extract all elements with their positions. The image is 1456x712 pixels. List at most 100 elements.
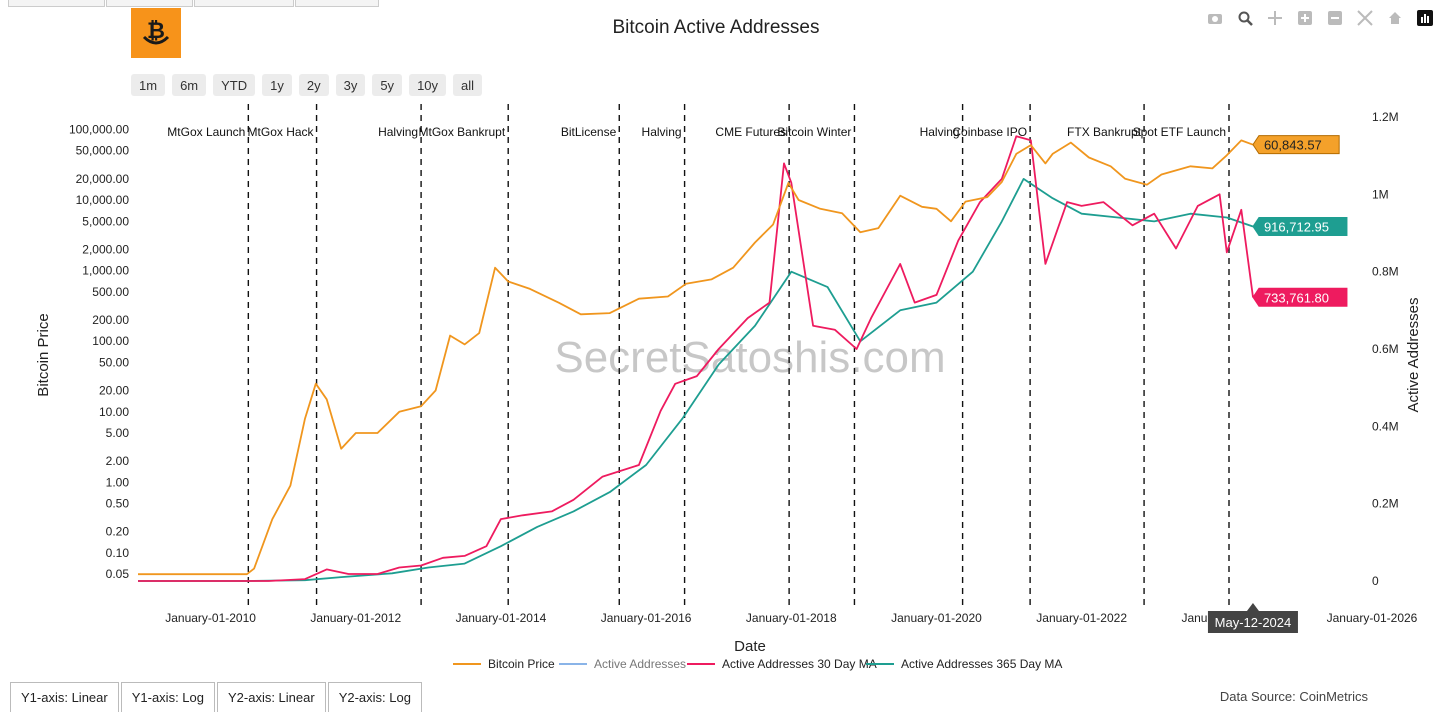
y1-tick-label: 10,000.00 [76, 193, 130, 207]
watermark: SecretSatoshis.com [554, 333, 945, 382]
x-tick-label: January-01-2020 [891, 611, 982, 625]
legend-item[interactable]: Bitcoin Price [453, 657, 555, 671]
legend-item[interactable]: Active Addresses 30 Day MA [687, 657, 877, 671]
y2-tick-label: 0.4M [1372, 419, 1399, 433]
svg-text:₿: ₿ [147, 18, 165, 43]
y1-tick-label: 200.00 [92, 313, 129, 327]
y1-tick-label: 1,000.00 [82, 264, 129, 278]
event-label: FTX Bankrupt [1067, 125, 1142, 139]
series-end-label: 733,761.80 [1252, 287, 1348, 307]
y1-tick-label: 2.00 [106, 454, 130, 468]
event-label: BitLicense [561, 125, 617, 139]
y2-tick-label: 0.6M [1372, 342, 1399, 356]
y1-tick-label: 50.00 [99, 355, 129, 369]
y2-axis-title: Active Addresses [1405, 297, 1422, 412]
svg-text:Active Addresses: Active Addresses [594, 657, 686, 671]
y1-tick-label: 0.05 [106, 567, 130, 581]
legend-item[interactable]: Active Addresses 365 Day MA [866, 657, 1062, 671]
x-tick-label: January-01-2022 [1036, 611, 1127, 625]
svg-text:May-12-2024: May-12-2024 [1215, 615, 1292, 630]
y1-tick-label: 0.10 [106, 546, 130, 560]
event-label: MtGox Hack [248, 125, 315, 139]
y1-tick-label: 10.00 [99, 405, 129, 419]
y1-axis-title: Bitcoin Price [35, 313, 52, 396]
range-6m[interactable]: 6m [172, 74, 207, 96]
x-tick-label: January-01-2010 [165, 611, 256, 625]
y1-tick-label: 5,000.00 [82, 214, 129, 228]
top-tab[interactable] [8, 0, 105, 7]
y1-tick-label: 0.50 [106, 497, 130, 511]
top-tab[interactable] [106, 0, 193, 7]
x-tick-label: January-01-2014 [456, 611, 547, 625]
camera-icon[interactable] [1204, 9, 1226, 27]
series-end-label: 60,843.57 [1252, 135, 1340, 155]
range-selector: 1m 6m YTD 1y 2y 3y 5y 10y all [131, 74, 483, 96]
y1-tick-label: 20,000.00 [76, 172, 130, 186]
axis-scale-button[interactable]: Y1-axis: Linear [10, 682, 119, 712]
range-ytd[interactable]: YTD [213, 74, 256, 96]
legend-item[interactable]: Active Addresses [559, 657, 686, 671]
y2-tick-label: 1.2M [1372, 110, 1399, 124]
axis-scale-button[interactable]: Y2-axis: Log [327, 682, 422, 712]
svg-text:60,843.57: 60,843.57 [1264, 138, 1322, 153]
svg-text:Active Addresses 365 Day MA: Active Addresses 365 Day MA [901, 657, 1062, 671]
x-tick-label: January-01-2016 [601, 611, 692, 625]
range-2y[interactable]: 2y [298, 74, 329, 96]
y1-tick-label: 1.00 [106, 475, 130, 489]
event-label: Halving [642, 125, 682, 139]
zoom-in-icon[interactable] [1294, 9, 1316, 27]
y1-tick-label: 500.00 [92, 285, 129, 299]
home-icon[interactable] [1384, 9, 1406, 27]
zoom-icon[interactable] [1234, 9, 1256, 27]
event-label: Halving [920, 125, 960, 139]
top-tab[interactable] [194, 0, 294, 7]
series-line-active-addresses-365-day-ma[interactable] [138, 178, 1254, 582]
range-5y[interactable]: 5y [372, 74, 403, 96]
range-10y[interactable]: 10y [409, 74, 447, 96]
range-1y[interactable]: 1y [262, 74, 292, 96]
y2-tick-label: 1M [1372, 187, 1389, 201]
y1-tick-label: 20.00 [99, 384, 129, 398]
event-label: Bitcoin Winter [777, 125, 851, 139]
x-tick-label: January-01-2012 [310, 611, 401, 625]
y1-tick-label: 50,000.00 [76, 144, 130, 158]
svg-text:Bitcoin Price: Bitcoin Price [488, 657, 555, 671]
x-tick-label: January-01-2026 [1327, 611, 1418, 625]
event-label: CME Futures [715, 125, 786, 139]
axis-scale-button[interactable]: Y1-axis: Log [120, 682, 215, 712]
svg-text:Active Addresses 30 Day MA: Active Addresses 30 Day MA [722, 657, 877, 671]
event-label: Halving [378, 125, 418, 139]
y1-tick-label: 100.00 [92, 334, 129, 348]
plotly-logo-icon[interactable] [1414, 9, 1436, 27]
hover-date-label: May-12-2024 [1207, 603, 1298, 633]
range-all[interactable]: all [453, 74, 483, 96]
y1-tick-label: 5.00 [106, 426, 130, 440]
event-label: MtGox Bankrupt [418, 125, 505, 139]
y1-tick-label: 100,000.00 [69, 122, 129, 136]
range-3y[interactable]: 3y [335, 74, 366, 96]
x-axis-title: Date [734, 638, 766, 655]
bitcoin-logo: ₿ [131, 8, 181, 58]
y2-tick-label: 0.8M [1372, 265, 1399, 279]
zoom-out-icon[interactable] [1324, 9, 1346, 27]
pan-icon[interactable] [1264, 9, 1286, 27]
event-label: Spot ETF Launch [1133, 125, 1226, 139]
series-line-active-addresses-30-day-ma[interactable] [138, 135, 1254, 582]
modebar [1204, 9, 1436, 27]
y1-tick-label: 2,000.00 [82, 242, 129, 256]
x-tick-label: January-01-2018 [746, 611, 837, 625]
axis-scale-buttons: Y1-axis: Linear Y1-axis: Log Y2-axis: Line… [10, 682, 422, 712]
y2-tick-label: 0.2M [1372, 497, 1399, 511]
svg-text:916,712.95: 916,712.95 [1264, 220, 1329, 235]
y1-tick-label: 0.20 [106, 525, 130, 539]
autoscale-icon[interactable] [1354, 9, 1376, 27]
event-label: Coinbase IPO [952, 125, 1027, 139]
top-tab[interactable] [295, 0, 379, 7]
range-1m[interactable]: 1m [131, 74, 166, 96]
series-line-bitcoin-price[interactable] [138, 139, 1254, 576]
axis-scale-button[interactable]: Y2-axis: Linear [216, 682, 326, 712]
chart-title: Bitcoin Active Addresses [612, 17, 820, 38]
y2-tick-label: 0 [1372, 574, 1379, 588]
data-source: Data Source: CoinMetrics [1219, 689, 1368, 704]
